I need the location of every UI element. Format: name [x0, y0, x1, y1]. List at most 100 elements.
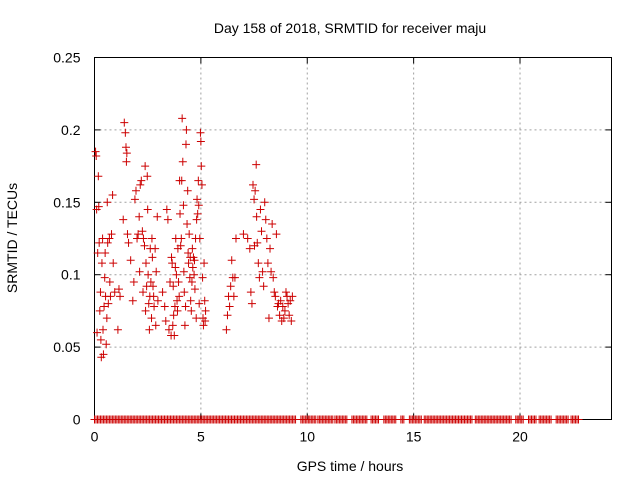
- data-point: [113, 325, 122, 334]
- data-point: [105, 277, 114, 286]
- data-point: [105, 234, 114, 243]
- data-point: [102, 340, 111, 349]
- data-point: [103, 238, 112, 247]
- data-point: [95, 238, 104, 247]
- data-point: [285, 311, 294, 320]
- data-point: [94, 202, 103, 211]
- data-point: [150, 302, 159, 311]
- x-tick-label: 0: [91, 429, 99, 445]
- data-point: [151, 244, 160, 253]
- data-point: [153, 296, 162, 305]
- data-point: [231, 234, 240, 243]
- data-point: [129, 277, 138, 286]
- data-point: [194, 176, 203, 185]
- data-point: [264, 314, 273, 323]
- data-point: [167, 253, 176, 262]
- data-point: [267, 267, 276, 276]
- data-point: [193, 209, 202, 218]
- data-point: [175, 292, 184, 301]
- data-point: [195, 234, 204, 243]
- data-point: [91, 147, 100, 156]
- data-point: [143, 172, 152, 181]
- y-tick-label: 0.2: [61, 122, 81, 138]
- data-point: [229, 292, 238, 301]
- data-point: [179, 201, 188, 210]
- data-point: [99, 325, 108, 334]
- data-point: [123, 230, 132, 239]
- data-point: [201, 317, 210, 326]
- data-point: [160, 302, 169, 311]
- data-point: [96, 335, 105, 344]
- data-point: [197, 162, 206, 171]
- data-point: [268, 220, 277, 229]
- data-point: [108, 191, 117, 200]
- data-point: [269, 273, 278, 282]
- data-point: [116, 292, 125, 301]
- data-point: [93, 328, 102, 337]
- data-point: [181, 302, 190, 311]
- data-point: [243, 234, 252, 243]
- data-point: [281, 288, 290, 297]
- data-point: [245, 244, 254, 253]
- data-point: [136, 180, 145, 189]
- data-point: [138, 227, 147, 236]
- data-point: [169, 282, 178, 291]
- data-point: [163, 215, 172, 224]
- data-point: [124, 238, 133, 247]
- data-point: [178, 114, 187, 123]
- data-point: [162, 205, 171, 214]
- data-point: [196, 137, 205, 146]
- data-point: [179, 267, 188, 276]
- data-point: [161, 317, 170, 326]
- data-point: [247, 299, 256, 308]
- data-point: [120, 118, 129, 127]
- data-point: [93, 248, 102, 257]
- data-point: [99, 350, 108, 359]
- data-point: [128, 296, 137, 305]
- chart-title: Day 158 of 2018, SRMTID for receiver maj…: [214, 20, 486, 36]
- data-point: [173, 306, 182, 315]
- data-point: [168, 259, 177, 268]
- data-point: [185, 273, 194, 282]
- data-point: [262, 234, 271, 243]
- data-point: [149, 282, 158, 291]
- data-point: [198, 273, 207, 282]
- data-point: [201, 306, 210, 315]
- data-point: [190, 285, 199, 294]
- data-point: [135, 267, 144, 276]
- data-point: [109, 259, 118, 268]
- data-point: [151, 321, 160, 330]
- data-point: [180, 321, 189, 330]
- data-point-zero: [574, 415, 583, 424]
- data-point: [286, 296, 295, 305]
- data-point: [266, 244, 275, 253]
- data-point: [226, 282, 235, 291]
- x-axis-label: GPS time / hours: [297, 458, 404, 474]
- data-point: [181, 140, 190, 149]
- data-point: [193, 195, 202, 204]
- data-point: [98, 234, 107, 243]
- data-point: [130, 195, 139, 204]
- data-point: [239, 230, 248, 239]
- data-point: [225, 302, 234, 311]
- data-point: [168, 321, 177, 330]
- data-point: [200, 259, 209, 268]
- data-point: [184, 248, 193, 257]
- data-point: [249, 180, 258, 189]
- data-point: [184, 259, 193, 268]
- data-point: [121, 128, 130, 137]
- x-tick-label: 10: [299, 429, 315, 445]
- data-point: [145, 325, 154, 334]
- data-point: [173, 296, 182, 305]
- data-point: [137, 176, 146, 185]
- data-point: [104, 299, 113, 308]
- data-point: [172, 270, 181, 279]
- data-point: [97, 259, 106, 268]
- data-point: [195, 299, 204, 308]
- data-point: [182, 125, 191, 134]
- data-point: [251, 186, 260, 195]
- data-point: [255, 273, 264, 282]
- data-point: [287, 317, 296, 326]
- data-point: [190, 270, 199, 279]
- data-point: [187, 277, 196, 286]
